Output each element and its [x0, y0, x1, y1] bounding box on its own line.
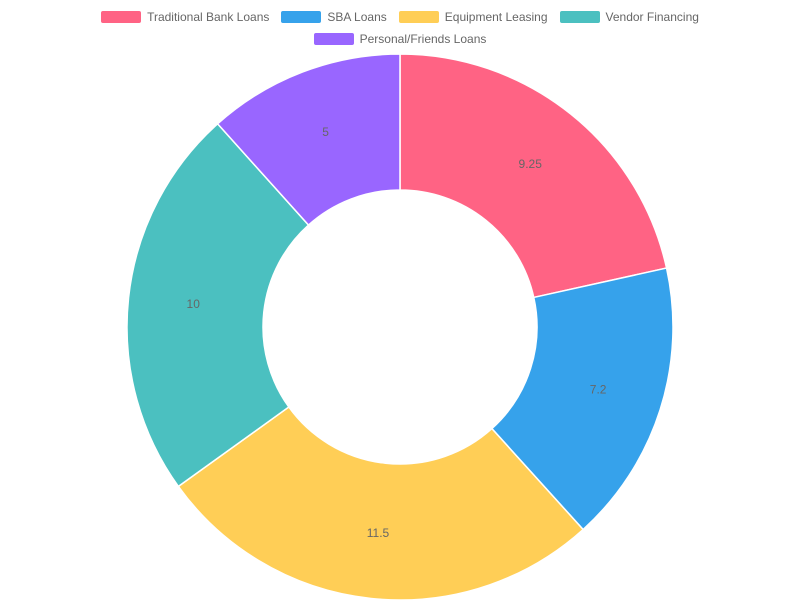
legend-label: Vendor Financing: [605, 10, 699, 24]
chart-slices: [126, 53, 674, 600]
legend-item-sba-loans[interactable]: SBA Loans: [281, 10, 387, 24]
legend-item-traditional-bank-loans[interactable]: Traditional Bank Loans: [101, 10, 269, 24]
legend-swatch: [281, 11, 322, 23]
legend-row-2: Personal/Friends Loans: [0, 28, 800, 50]
slice-personal-friends-loans[interactable]: [216, 53, 401, 227]
data-label-personal-friends-loans: 5: [322, 125, 329, 139]
slice-equipment-leasing[interactable]: [177, 405, 585, 600]
slice-vendor-financing[interactable]: [126, 122, 310, 488]
chart-legend: Traditional Bank Loans SBA Loans Equipme…: [0, 6, 800, 50]
legend-label: SBA Loans: [327, 10, 387, 24]
chart-data-labels: 9.25 7.2 11.5 10 5: [187, 125, 607, 540]
legend-label: Equipment Leasing: [444, 10, 548, 24]
data-label-equipment-leasing: 11.5: [367, 526, 390, 540]
legend-swatch: [398, 11, 439, 23]
legend-swatch: [101, 11, 142, 23]
data-label-vendor-financing: 10: [187, 297, 201, 311]
legend-item-equipment-leasing[interactable]: Equipment Leasing: [398, 10, 548, 24]
data-label-traditional-bank-loans: 9.25: [519, 157, 543, 171]
slice-traditional-bank-loans[interactable]: [399, 53, 668, 299]
legend-item-vendor-financing[interactable]: Vendor Financing: [559, 10, 699, 24]
legend-label: Personal/Friends Loans: [359, 32, 487, 46]
legend-swatch: [559, 11, 600, 23]
slice-sba-loans[interactable]: [490, 267, 674, 531]
legend-swatch: [313, 33, 354, 45]
data-label-sba-loans: 7.2: [590, 382, 607, 396]
legend-item-personal-friends-loans[interactable]: Personal/Friends Loans: [313, 32, 487, 46]
legend-label: Traditional Bank Loans: [147, 10, 270, 24]
legend-row-1: Traditional Bank Loans SBA Loans Equipme…: [0, 6, 800, 28]
